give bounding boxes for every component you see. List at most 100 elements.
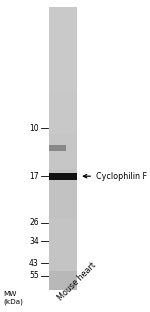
Bar <box>49 158 77 160</box>
Bar <box>49 214 77 217</box>
Bar <box>49 242 77 245</box>
Bar <box>49 108 77 110</box>
Bar <box>49 271 77 273</box>
Bar <box>49 144 77 146</box>
Bar <box>49 21 77 23</box>
Bar <box>49 207 77 209</box>
Bar <box>49 19 77 21</box>
Bar <box>49 33 77 35</box>
Bar <box>49 23 77 26</box>
Bar <box>49 136 77 139</box>
Bar <box>49 66 77 68</box>
Bar <box>49 59 77 61</box>
Bar <box>49 205 77 267</box>
Bar <box>49 146 77 148</box>
Bar <box>49 75 77 78</box>
Bar <box>49 285 77 287</box>
Text: 26: 26 <box>29 218 39 227</box>
Bar <box>49 7 77 9</box>
Bar <box>49 247 77 250</box>
Bar <box>49 14 77 16</box>
Bar <box>49 267 77 290</box>
Bar <box>49 169 77 172</box>
Bar <box>49 162 77 165</box>
Bar <box>49 151 77 153</box>
Bar <box>49 68 77 71</box>
Bar <box>49 160 77 162</box>
Bar <box>49 49 77 52</box>
Bar <box>49 9 77 12</box>
Bar <box>49 126 77 154</box>
Bar <box>49 259 77 261</box>
Bar <box>49 16 77 19</box>
Bar <box>49 42 77 45</box>
Bar <box>49 99 77 101</box>
Bar <box>49 275 77 278</box>
Bar <box>49 193 77 195</box>
Bar <box>49 127 77 129</box>
Bar <box>49 122 77 125</box>
Bar <box>49 40 77 42</box>
Bar <box>49 268 77 271</box>
Bar <box>49 154 77 205</box>
Bar <box>49 256 77 259</box>
Bar <box>49 188 77 191</box>
Bar <box>49 115 77 118</box>
Bar <box>49 145 66 151</box>
Bar <box>49 148 77 151</box>
Bar <box>49 82 77 85</box>
Bar <box>49 217 77 219</box>
Text: 43: 43 <box>29 259 39 268</box>
Bar <box>49 177 77 179</box>
Bar <box>49 129 77 132</box>
Bar <box>49 235 77 238</box>
Bar <box>49 80 77 82</box>
Bar <box>49 110 77 113</box>
Bar <box>49 104 77 106</box>
Bar <box>49 174 77 177</box>
Bar <box>49 28 77 31</box>
Bar <box>49 179 77 181</box>
Bar <box>49 106 77 108</box>
Bar <box>49 155 77 158</box>
Bar <box>49 228 77 231</box>
Bar <box>49 125 77 127</box>
Text: Mouse heart: Mouse heart <box>56 260 98 302</box>
Bar <box>49 26 77 28</box>
Bar <box>49 266 77 268</box>
Bar <box>49 134 77 136</box>
Bar <box>49 73 77 75</box>
Bar <box>49 224 77 226</box>
Bar <box>49 61 77 63</box>
Bar <box>49 54 77 56</box>
Bar <box>49 113 77 115</box>
Bar <box>49 219 77 221</box>
Bar <box>49 209 77 212</box>
Bar <box>49 173 77 180</box>
Bar <box>49 63 77 66</box>
Bar <box>49 205 77 207</box>
Text: Cyclophilin F: Cyclophilin F <box>96 172 147 181</box>
Bar <box>49 278 77 280</box>
Bar <box>49 89 77 92</box>
Bar <box>49 280 77 282</box>
Bar <box>49 118 77 120</box>
Bar <box>49 264 77 266</box>
Bar <box>49 96 77 99</box>
Bar <box>49 165 77 167</box>
Bar <box>49 186 77 188</box>
Text: 55: 55 <box>29 271 39 280</box>
Bar <box>49 202 77 205</box>
Bar <box>49 94 77 96</box>
Bar <box>49 78 77 80</box>
Bar <box>49 282 77 285</box>
Text: 10: 10 <box>29 124 39 133</box>
Text: 34: 34 <box>29 237 39 246</box>
Bar <box>49 273 77 275</box>
Bar <box>49 245 77 247</box>
Bar <box>49 287 77 290</box>
Bar <box>49 47 77 49</box>
Bar <box>49 167 77 169</box>
Bar <box>49 35 77 37</box>
Bar <box>49 45 77 47</box>
